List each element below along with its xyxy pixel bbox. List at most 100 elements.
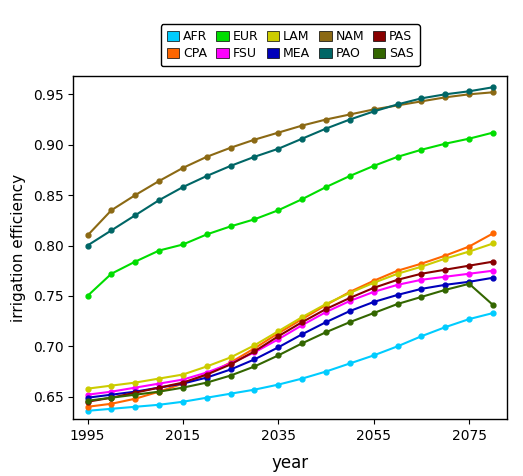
CPA xyxy=(252,346,258,351)
AFR xyxy=(323,368,329,374)
LAM xyxy=(275,328,281,334)
FSU xyxy=(132,385,139,390)
FSU xyxy=(252,349,258,355)
LAM xyxy=(108,383,115,388)
PAO xyxy=(180,184,186,190)
PAO xyxy=(252,154,258,159)
Y-axis label: irrigation efficiency: irrigation efficiency xyxy=(11,173,26,322)
EUR xyxy=(132,259,139,265)
AFR xyxy=(84,408,90,414)
FSU xyxy=(442,274,448,279)
Legend: AFR, CPA, EUR, FSU, LAM, MEA, NAM, PAO, PAS, SAS: AFR, CPA, EUR, FSU, LAM, MEA, NAM, PAO, … xyxy=(161,24,420,67)
FSU xyxy=(180,377,186,382)
LAM xyxy=(442,256,448,261)
AFR xyxy=(371,353,377,358)
SAS xyxy=(371,310,377,316)
FSU xyxy=(394,282,401,288)
MEA xyxy=(108,392,115,397)
FSU xyxy=(299,322,305,328)
NAM xyxy=(490,89,496,95)
SAS xyxy=(299,340,305,346)
EUR xyxy=(466,136,472,141)
SAS xyxy=(394,301,401,307)
PAS xyxy=(323,306,329,312)
LAM xyxy=(323,301,329,307)
CPA xyxy=(418,261,425,267)
NAM xyxy=(180,165,186,171)
LAM xyxy=(228,355,234,360)
PAS xyxy=(418,271,425,277)
AFR xyxy=(180,399,186,405)
Line: LAM: LAM xyxy=(85,241,495,391)
FSU xyxy=(108,389,115,395)
PAS xyxy=(108,395,115,401)
MEA xyxy=(228,367,234,372)
FSU xyxy=(323,309,329,315)
SAS xyxy=(156,389,162,395)
SAS xyxy=(490,302,496,308)
MEA xyxy=(203,375,210,380)
PAO xyxy=(228,163,234,169)
LAM xyxy=(371,280,377,286)
PAO xyxy=(108,228,115,233)
SAS xyxy=(180,385,186,390)
EUR xyxy=(84,293,90,299)
NAM xyxy=(252,137,258,142)
FSU xyxy=(228,361,234,367)
LAM xyxy=(84,386,90,391)
CPA xyxy=(228,359,234,365)
SAS xyxy=(132,392,139,397)
SAS xyxy=(347,319,353,325)
PAO xyxy=(442,91,448,97)
AFR xyxy=(442,324,448,330)
CPA xyxy=(490,230,496,236)
Line: MEA: MEA xyxy=(85,275,495,400)
NAM xyxy=(299,123,305,129)
LAM xyxy=(203,364,210,369)
PAS xyxy=(371,285,377,291)
MEA xyxy=(418,286,425,292)
CPA xyxy=(275,330,281,336)
PAO xyxy=(299,136,305,141)
NAM xyxy=(394,102,401,108)
Line: NAM: NAM xyxy=(85,90,495,238)
PAO xyxy=(347,117,353,122)
CPA xyxy=(156,389,162,395)
NAM xyxy=(84,233,90,238)
SAS xyxy=(84,398,90,404)
MEA xyxy=(490,275,496,281)
AFR xyxy=(132,404,139,410)
PAO xyxy=(84,243,90,248)
SAS xyxy=(203,380,210,386)
LAM xyxy=(299,314,305,320)
AFR xyxy=(156,402,162,407)
CPA xyxy=(466,244,472,249)
SAS xyxy=(323,329,329,335)
FSU xyxy=(156,381,162,387)
PAO xyxy=(466,89,472,94)
NAM xyxy=(418,99,425,104)
LAM xyxy=(180,372,186,377)
EUR xyxy=(442,141,448,147)
MEA xyxy=(347,308,353,314)
CPA xyxy=(371,278,377,284)
MEA xyxy=(442,282,448,288)
SAS xyxy=(418,294,425,300)
CPA xyxy=(323,302,329,308)
SAS xyxy=(108,395,115,401)
AFR xyxy=(490,310,496,316)
PAO xyxy=(418,96,425,101)
CPA xyxy=(132,396,139,402)
AFR xyxy=(394,344,401,349)
CPA xyxy=(394,268,401,274)
AFR xyxy=(203,395,210,401)
CPA xyxy=(203,372,210,377)
FSU xyxy=(84,392,90,397)
PAS xyxy=(228,362,234,367)
SAS xyxy=(466,281,472,287)
CPA xyxy=(442,253,448,258)
EUR xyxy=(156,248,162,253)
CPA xyxy=(180,381,186,387)
NAM xyxy=(466,91,472,97)
NAM xyxy=(442,94,448,100)
